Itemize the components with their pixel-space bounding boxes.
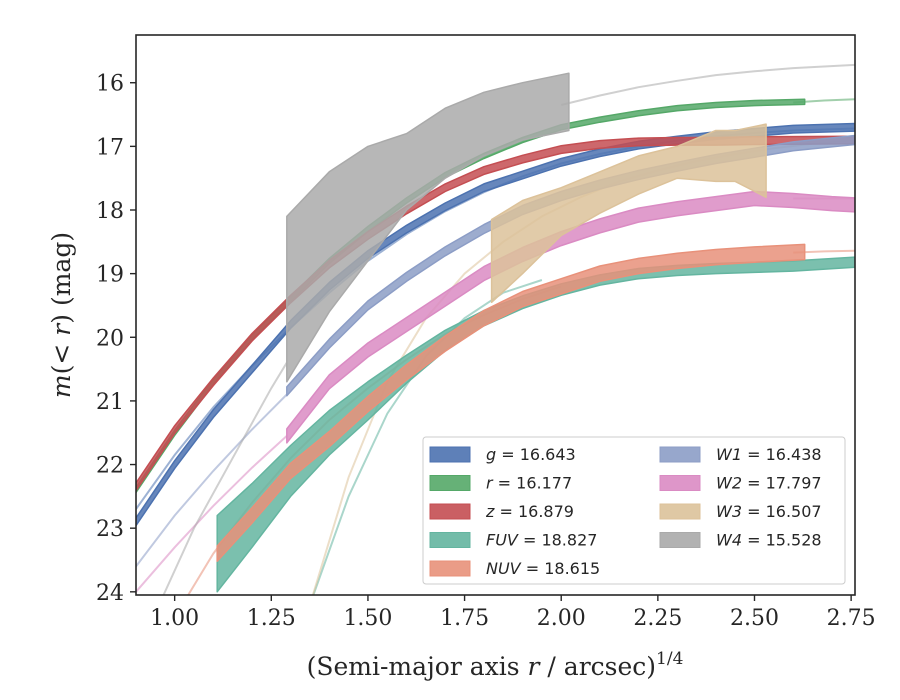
band-w1 (286, 134, 855, 397)
plot-area (136, 63, 855, 595)
y-tick-label-24: 24 (96, 581, 124, 606)
legend: g = 16.643 r = 16.177 z = 16.879 FUV = 18.8… (422, 436, 846, 585)
y-tick-label-21: 21 (96, 390, 124, 415)
legend-swatch-w3 (659, 503, 701, 520)
legend-entry-z: z = 16.879 (485, 502, 574, 521)
legend-entry-w2: W2 = 17.797 (716, 474, 822, 493)
x-tick-label-1.25: 1.25 (247, 606, 296, 631)
legend-entry-w3: W3 = 16.507 (716, 502, 822, 521)
y-tick-label-18: 18 (96, 199, 124, 224)
x-tick-label-2.75: 2.75 (827, 606, 876, 631)
model-curve-w2-6 (136, 435, 288, 593)
axes: 1.00 1.25 1.50 1.75 2.00 2.25 2.50 2.75 16 17 18 19… (96, 34, 876, 631)
plot-frame (135, 34, 856, 596)
y-tick-label-19: 19 (96, 263, 124, 288)
legend-entry-r: r = 16.177 (486, 474, 572, 493)
x-tick-label-1.75: 1.75 (440, 606, 489, 631)
band-w3 (490, 123, 767, 304)
model-curve-w4-10 (560, 63, 855, 106)
x-tick-label-1.50: 1.50 (343, 606, 392, 631)
x-tick-label-2.00: 2.00 (537, 606, 586, 631)
x-axis-title: (Semi-major axis r / arcsec)1/4 (307, 649, 684, 681)
legend-swatch-fuv (429, 532, 471, 548)
y-tick-label-22: 22 (96, 454, 124, 479)
x-tick-label-1.00: 1.00 (150, 606, 199, 631)
legend-entry-fuv: FUV = 18.827 (486, 531, 597, 550)
legend-swatch-r (429, 475, 471, 491)
legend-swatch-w2 (659, 475, 701, 491)
band-w4 (286, 72, 570, 383)
legend-swatch-nuv (429, 560, 471, 577)
legend-entry-w1: W1 = 16.438 (716, 445, 822, 464)
model-curve-w4-9 (162, 362, 288, 595)
y-tick-label-23: 23 (96, 517, 124, 542)
legend-box (422, 436, 846, 585)
y-tick-label-20: 20 (96, 326, 124, 351)
legend-swatch-w4 (659, 532, 701, 548)
y-axis-title: m(< r) (mag) (47, 232, 76, 398)
x-tick-label-2.50: 2.50 (730, 606, 779, 631)
legend-entry-w4: W4 = 15.528 (716, 531, 822, 550)
y-tick-label-16: 16 (96, 72, 124, 97)
x-tick-label-2.25: 2.25 (633, 606, 682, 631)
y-tick-label-17: 17 (96, 135, 124, 160)
legend-swatch-g (429, 446, 471, 463)
legend-swatch-z (429, 503, 471, 520)
model-curve-w1-5 (136, 393, 288, 568)
legend-swatch-w1 (659, 446, 701, 463)
band-nuv (216, 243, 806, 563)
legend-entry-g: g = 16.643 (486, 445, 576, 464)
legend-entry-nuv: NUV = 18.615 (486, 559, 600, 578)
